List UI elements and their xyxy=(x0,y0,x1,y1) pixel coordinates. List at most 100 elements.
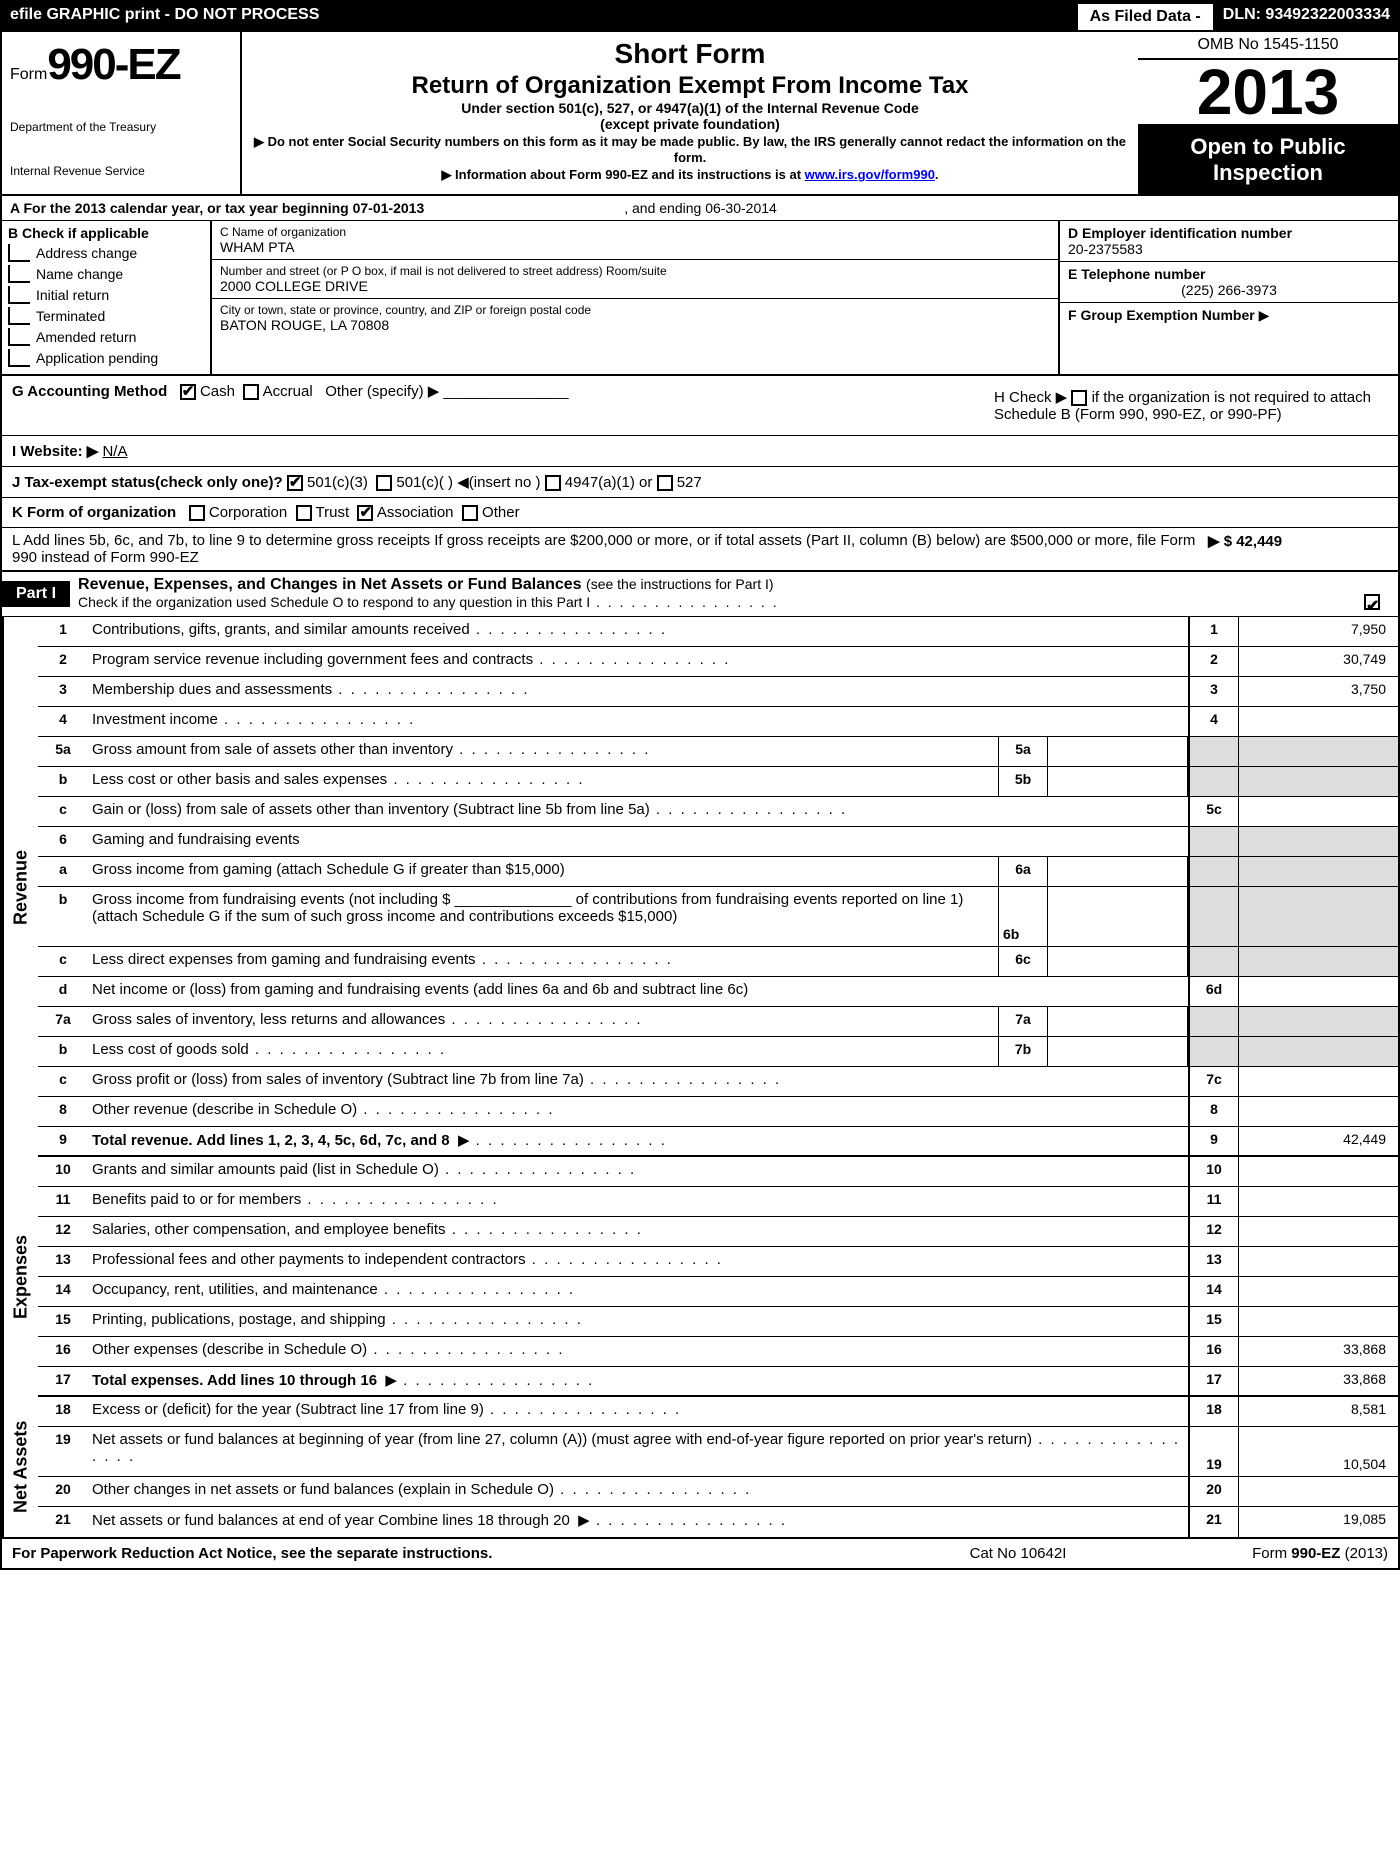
row-k: K Form of organization Corporation Trust… xyxy=(2,498,1398,528)
chk-accrual[interactable] xyxy=(243,384,259,400)
l-amount: ▶ $ 42,449 xyxy=(1208,532,1388,566)
line-11: 11Benefits paid to or for members11 xyxy=(38,1187,1398,1217)
line-12: 12Salaries, other compensation, and empl… xyxy=(38,1217,1398,1247)
open-line2: Inspection xyxy=(1146,160,1390,186)
line-1: 1Contributions, gifts, grants, and simil… xyxy=(38,617,1398,647)
line-14: 14Occupancy, rent, utilities, and mainte… xyxy=(38,1277,1398,1307)
line-17: 17Total expenses. Add lines 10 through 1… xyxy=(38,1367,1398,1397)
chk-other-org[interactable] xyxy=(462,505,478,521)
dept-irs: Internal Revenue Service xyxy=(10,164,232,178)
footer-right: Form 990-EZ (2013) xyxy=(1168,1545,1388,1562)
part1-check: Check if the organization used Schedule … xyxy=(78,594,779,610)
efile-label: efile GRAPHIC print - DO NOT PROCESS xyxy=(2,2,1076,32)
h-text1: H Check ▶ xyxy=(994,389,1067,406)
chk-name-change[interactable]: Name change xyxy=(8,265,204,283)
row-l: L Add lines 5b, 6c, and 7b, to line 9 to… xyxy=(2,528,1398,572)
line-6a: aGross income from gaming (attach Schedu… xyxy=(38,857,1398,887)
column-def: D Employer identification number 20-2375… xyxy=(1058,221,1398,374)
expenses-section: Expenses 10Grants and similar amounts pa… xyxy=(2,1157,1398,1397)
note-info-pre: ▶ Information about Form 990-EZ and its … xyxy=(441,167,804,182)
line-21: 21Net assets or fund balances at end of … xyxy=(38,1507,1398,1537)
grp-label: F Group Exemption Number xyxy=(1068,307,1255,323)
chk-address-change[interactable]: Address change xyxy=(8,244,204,262)
row-h: H Check ▶ if the organization is not req… xyxy=(988,382,1388,429)
section-a: A For the 2013 calendar year, or tax yea… xyxy=(2,196,1398,221)
chk-527[interactable] xyxy=(657,475,673,491)
chk-501c3[interactable] xyxy=(287,475,303,491)
form-header: Form990-EZ Department of the Treasury In… xyxy=(2,32,1398,196)
top-bar: efile GRAPHIC print - DO NOT PROCESS As … xyxy=(2,2,1398,32)
line-15: 15Printing, publications, postage, and s… xyxy=(38,1307,1398,1337)
line-18: 18Excess or (deficit) for the year (Subt… xyxy=(38,1397,1398,1427)
org-city-label: City or town, state or province, country… xyxy=(220,303,1050,317)
chk-initial-return[interactable]: Initial return xyxy=(8,286,204,304)
line-3: 3Membership dues and assessments33,750 xyxy=(38,677,1398,707)
grp-block: F Group Exemption Number ▶ xyxy=(1060,303,1398,328)
grp-arrow: ▶ xyxy=(1259,307,1270,323)
org-city-block: City or town, state or province, country… xyxy=(212,299,1058,337)
open-line1: Open to Public xyxy=(1146,134,1390,160)
chk-corp[interactable] xyxy=(189,505,205,521)
org-name-label: C Name of organization xyxy=(220,225,1050,239)
chk-cash[interactable] xyxy=(180,384,196,400)
form-prefix: Form xyxy=(10,66,47,83)
title-short-form: Short Form xyxy=(254,38,1126,70)
line-5a: 5aGross amount from sale of assets other… xyxy=(38,737,1398,767)
header-left: Form990-EZ Department of the Treasury In… xyxy=(2,32,242,194)
tel-value: (225) 266-3973 xyxy=(1068,282,1390,298)
org-city: BATON ROUGE, LA 70808 xyxy=(220,317,1050,333)
l-text: L Add lines 5b, 6c, and 7b, to line 9 to… xyxy=(12,532,1208,566)
tel-label: E Telephone number xyxy=(1068,266,1205,282)
chk-schedule-b[interactable] xyxy=(1071,390,1087,406)
tel-block: E Telephone number (225) 266-3973 xyxy=(1060,262,1398,303)
irs-link[interactable]: www.irs.gov/form990 xyxy=(805,167,935,182)
k-label: K Form of organization xyxy=(12,504,176,521)
part1-header: Part I Revenue, Expenses, and Changes in… xyxy=(2,572,1398,617)
chk-schedule-o[interactable]: ✔ xyxy=(1364,594,1380,610)
chk-terminated[interactable]: Terminated xyxy=(8,307,204,325)
form-990ez: efile GRAPHIC print - DO NOT PROCESS As … xyxy=(0,0,1400,1570)
org-street: 2000 COLLEGE DRIVE xyxy=(220,278,1050,294)
page-footer: For Paperwork Reduction Act Notice, see … xyxy=(2,1539,1398,1568)
section-a-end: , and ending 06-30-2014 xyxy=(624,200,777,216)
org-street-label: Number and street (or P O box, if mail i… xyxy=(220,264,1050,278)
line-13: 13Professional fees and other payments t… xyxy=(38,1247,1398,1277)
line-10: 10Grants and similar amounts paid (list … xyxy=(38,1157,1398,1187)
revenue-section: Revenue 1Contributions, gifts, grants, a… xyxy=(2,617,1398,1157)
netassets-lines: 18Excess or (deficit) for the year (Subt… xyxy=(38,1397,1398,1537)
chk-4947[interactable] xyxy=(545,475,561,491)
ein-value: 20-2375583 xyxy=(1068,241,1390,257)
col-b-title: B Check if applicable xyxy=(8,225,204,241)
chk-app-pending[interactable]: Application pending xyxy=(8,349,204,367)
title-return: Return of Organization Exempt From Incom… xyxy=(254,72,1126,100)
subtitle-except: (except private foundation) xyxy=(254,116,1126,132)
org-name-block: C Name of organization WHAM PTA xyxy=(212,221,1058,260)
block-bcdef: B Check if applicable Address change Nam… xyxy=(2,221,1398,376)
chk-trust[interactable] xyxy=(296,505,312,521)
as-filed-label: As Filed Data - xyxy=(1076,2,1215,32)
footer-mid: Cat No 10642I xyxy=(868,1545,1168,1562)
note-info: ▶ Information about Form 990-EZ and its … xyxy=(254,167,1126,183)
org-name: WHAM PTA xyxy=(220,239,1050,255)
side-expenses: Expenses xyxy=(2,1157,38,1397)
chk-amended[interactable]: Amended return xyxy=(8,328,204,346)
part1-title: Revenue, Expenses, and Changes in Net As… xyxy=(70,572,1398,616)
section-a-begin: A For the 2013 calendar year, or tax yea… xyxy=(10,200,424,216)
ein-label: D Employer identification number xyxy=(1068,225,1292,241)
column-c: C Name of organization WHAM PTA Number a… xyxy=(212,221,1058,374)
line-6d: dNet income or (loss) from gaming and fu… xyxy=(38,977,1398,1007)
j-label: J Tax-exempt status(check only one)? xyxy=(12,474,283,491)
netassets-section: Net Assets 18Excess or (deficit) for the… xyxy=(2,1397,1398,1539)
line-6b: bGross income from fundraising events (n… xyxy=(38,887,1398,947)
chk-501c[interactable] xyxy=(376,475,392,491)
note-ssn: ▶ Do not enter Social Security numbers o… xyxy=(254,134,1126,165)
expenses-lines: 10Grants and similar amounts paid (list … xyxy=(38,1157,1398,1397)
footer-left: For Paperwork Reduction Act Notice, see … xyxy=(12,1545,868,1562)
line-2: 2Program service revenue including gover… xyxy=(38,647,1398,677)
line-7b: bLess cost of goods sold7b xyxy=(38,1037,1398,1067)
chk-assoc[interactable] xyxy=(357,505,373,521)
line-5c: cGain or (loss) from sale of assets othe… xyxy=(38,797,1398,827)
org-street-block: Number and street (or P O box, if mail i… xyxy=(212,260,1058,299)
open-to-public: Open to Public Inspection xyxy=(1138,126,1398,194)
line-5b: bLess cost or other basis and sales expe… xyxy=(38,767,1398,797)
